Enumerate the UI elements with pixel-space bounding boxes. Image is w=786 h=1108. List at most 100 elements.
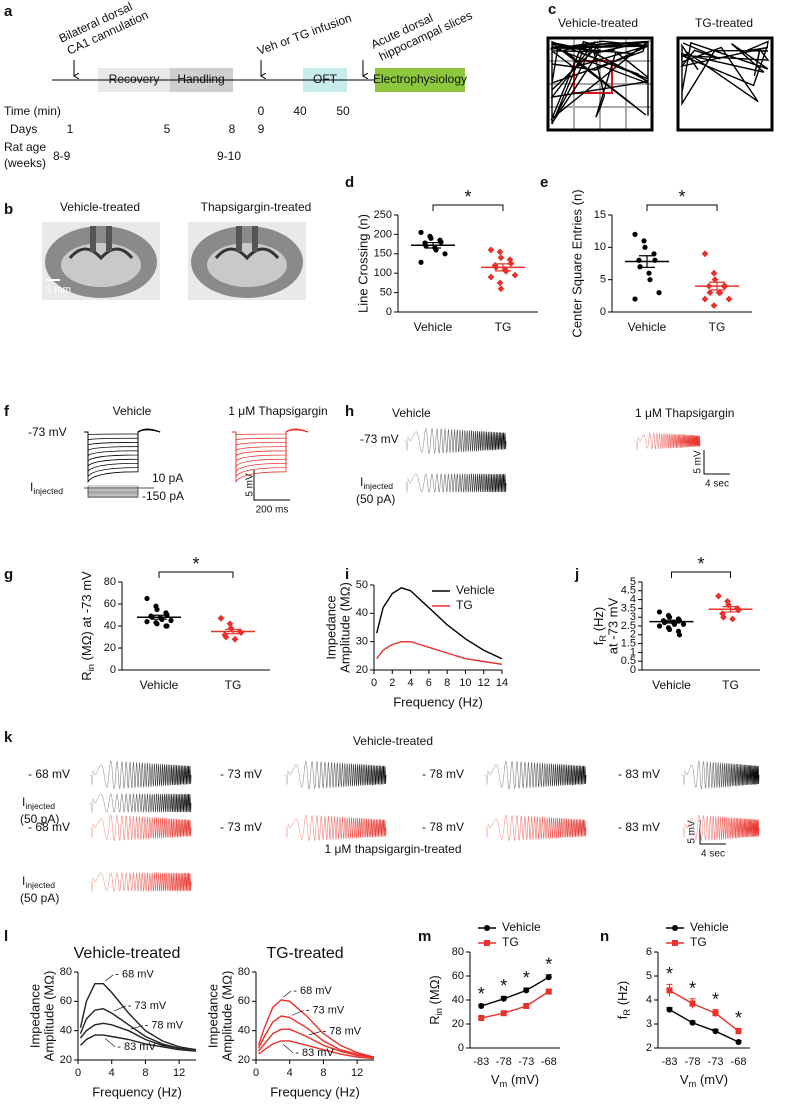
y-tick-label: 60: [60, 995, 72, 1007]
voltage-label: - 68 mV: [28, 820, 70, 834]
dot: [710, 302, 718, 309]
legend-label: TG: [456, 598, 473, 612]
text-part: R: [598, 635, 608, 642]
y-tick-label: 0: [386, 306, 392, 318]
text-part: f: [615, 1015, 630, 1019]
y-tick-label: 40: [356, 607, 368, 619]
x-tick-label: Vehicle: [414, 320, 453, 334]
panel-label: i: [345, 566, 349, 583]
text-part: I: [360, 475, 363, 489]
image-title: Thapsigargin-treated: [201, 200, 312, 214]
y-tick-label: 20: [238, 1054, 250, 1066]
x-tick-label: 0: [253, 1067, 259, 1079]
dot: [418, 229, 424, 236]
trace-line: [84, 428, 161, 446]
row-value: 0: [258, 104, 265, 118]
holding-label: -73 mV: [28, 425, 67, 439]
legend-label: Vehicle: [502, 920, 541, 934]
x-tick-label: 0: [75, 1067, 81, 1079]
text-part: in: [86, 664, 96, 671]
y-axis-label: Impedance: [323, 595, 338, 659]
y-tick-label: 150: [374, 248, 392, 260]
y-axis-label: Rin (MΩ): [427, 975, 444, 1025]
text-part: I: [30, 480, 33, 494]
scale-bar: [703, 450, 730, 475]
legend-marker: [484, 940, 490, 946]
step-label: OFT: [313, 72, 338, 86]
trace-title: Vehicle-treated: [353, 734, 433, 748]
y-tick-label: 4: [646, 994, 652, 1006]
voltage-label: - 68 mV: [28, 767, 70, 781]
x-tick-label: 8: [320, 1067, 326, 1079]
voltage-label: - 78 mV: [422, 767, 464, 781]
voltage-label: - 73 mV: [220, 820, 262, 834]
panel-label: d: [345, 174, 354, 191]
panel-label: a: [4, 3, 13, 20]
x-tick-label: TG: [722, 678, 739, 692]
dot: [701, 250, 709, 258]
row-value: 8-9: [53, 149, 71, 163]
x-tick-label: -68: [731, 1056, 747, 1068]
step-label: Electrophysiology: [373, 72, 467, 86]
row-label: Days: [10, 122, 37, 136]
dot: [725, 295, 733, 303]
error-bar: [663, 619, 680, 624]
x-tick-label: -78: [496, 1056, 512, 1068]
y-axis-label: Amplitude (MΩ): [337, 582, 352, 673]
y-tick-label: 80: [104, 576, 116, 588]
y-tick-label: 250: [374, 209, 392, 221]
scale-label: 5 mV: [245, 473, 256, 497]
panel-label: b: [4, 201, 13, 218]
text-part: (mV): [507, 1072, 539, 1087]
trace-line: [484, 814, 587, 841]
scale-label: 200 ms: [256, 505, 289, 516]
significance: *: [689, 979, 696, 999]
series-label: - 68 mV: [115, 969, 154, 981]
dot: [231, 635, 239, 643]
dot: [656, 623, 663, 629]
text-part: R: [79, 671, 94, 680]
y-tick-label: 50: [356, 579, 368, 591]
trace-line: [89, 814, 192, 841]
trace-title: Vehicle: [113, 404, 152, 418]
dot: [651, 251, 657, 257]
y-tick-label: 20: [356, 664, 368, 676]
y-axis-label: Line Crossing (n): [355, 214, 370, 313]
dot: [666, 626, 673, 633]
significance: *: [735, 1008, 742, 1028]
label-leader: [283, 1044, 294, 1054]
text-part: injected: [25, 801, 55, 811]
y-tick-label: 80: [452, 946, 464, 958]
text-part: V: [680, 1072, 689, 1087]
x-tick-label: 8: [444, 677, 450, 689]
y-tick-label: 4: [630, 594, 636, 606]
y-tick-label: 0: [600, 306, 606, 318]
x-tick-label: 0: [371, 677, 377, 689]
text-part: V: [491, 1072, 500, 1087]
panel-label: l: [4, 928, 8, 945]
scale-bar: [253, 470, 290, 501]
dot: [642, 244, 648, 250]
traces-f: -73 mV Vehicle 1 μM Thapsigargin Iinject…: [28, 404, 328, 515]
trace-line: [232, 429, 309, 468]
y-tick-label: 60: [238, 995, 250, 1007]
row-value: 9-10: [217, 149, 241, 163]
x-tick-label: -73: [708, 1056, 724, 1068]
y-tick-label: 40: [238, 1025, 250, 1037]
y-tick-label: 10: [594, 241, 606, 253]
panel-title: TG-treated: [695, 16, 753, 30]
y-tick-label: 4.5: [621, 585, 636, 597]
text-part: f: [591, 641, 606, 645]
series-label: - 73 mV: [306, 1004, 345, 1016]
text-part: (MΩ) at -73 mV: [79, 571, 94, 664]
row-value: 9: [258, 122, 265, 136]
significance: *: [712, 989, 719, 1009]
point: [523, 987, 530, 994]
label-leader: [283, 990, 292, 998]
series-line: [79, 1022, 197, 1051]
series-line: [376, 641, 503, 665]
y-axis-label: Center Square Entries (n): [569, 189, 584, 337]
injected-label: Iinjected: [22, 795, 55, 811]
open-field: Vehicle-treated TG-treated: [546, 16, 774, 132]
